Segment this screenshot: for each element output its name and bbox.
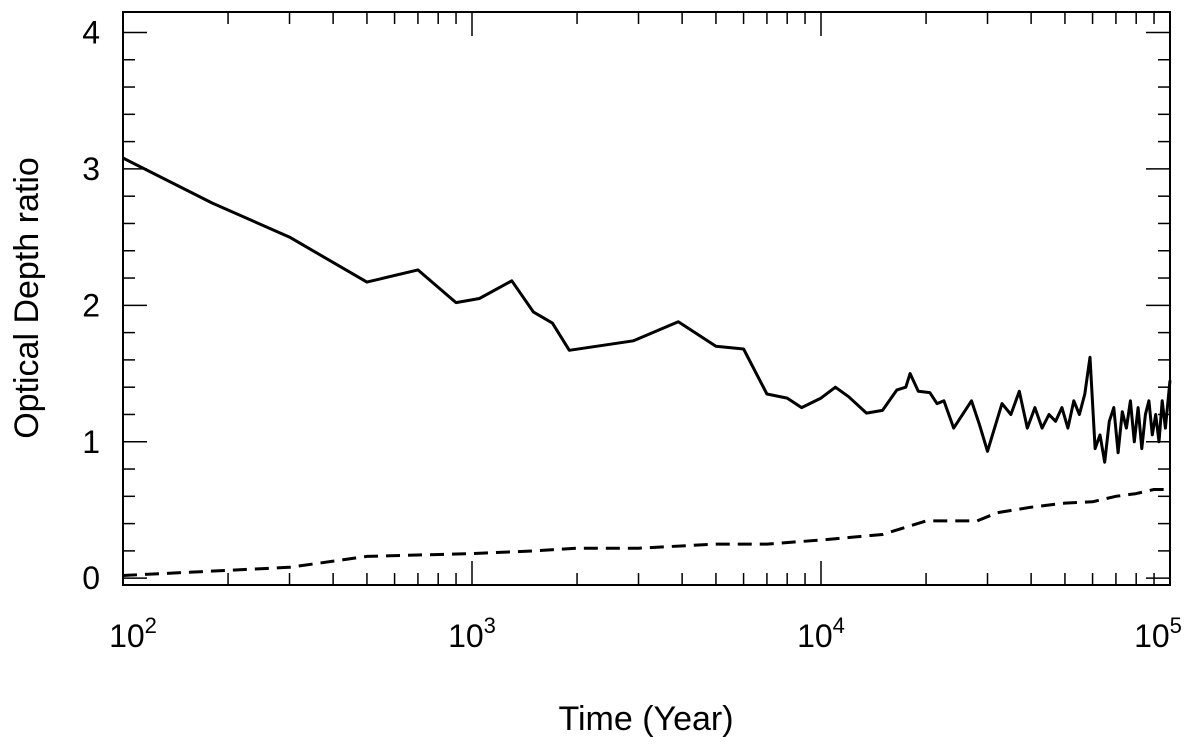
y-tick-label: 4 (82, 14, 100, 50)
x-tick-label: 105 (1134, 613, 1182, 654)
y-tick-label: 1 (82, 424, 100, 460)
y-tick-label: 2 (82, 287, 100, 323)
y-tick-label: 3 (82, 151, 100, 187)
axis-ticks (122, 12, 1171, 585)
series-line-dashed (122, 488, 1170, 577)
x-tick-label: 104 (797, 613, 845, 654)
series-line-solid (122, 156, 1172, 464)
plot-frame (122, 11, 1171, 586)
x-axis-label: Time (Year) (558, 700, 733, 738)
y-axis-label: Optical Depth ratio (8, 157, 46, 439)
tick-labels: 0 1 2 3 4 102 103 104 105 (82, 14, 1182, 654)
y-tick-label: 0 (82, 560, 100, 596)
x-tick-label: 103 (448, 613, 496, 654)
series-layer (122, 156, 1172, 577)
x-tick-label: 102 (109, 613, 157, 654)
